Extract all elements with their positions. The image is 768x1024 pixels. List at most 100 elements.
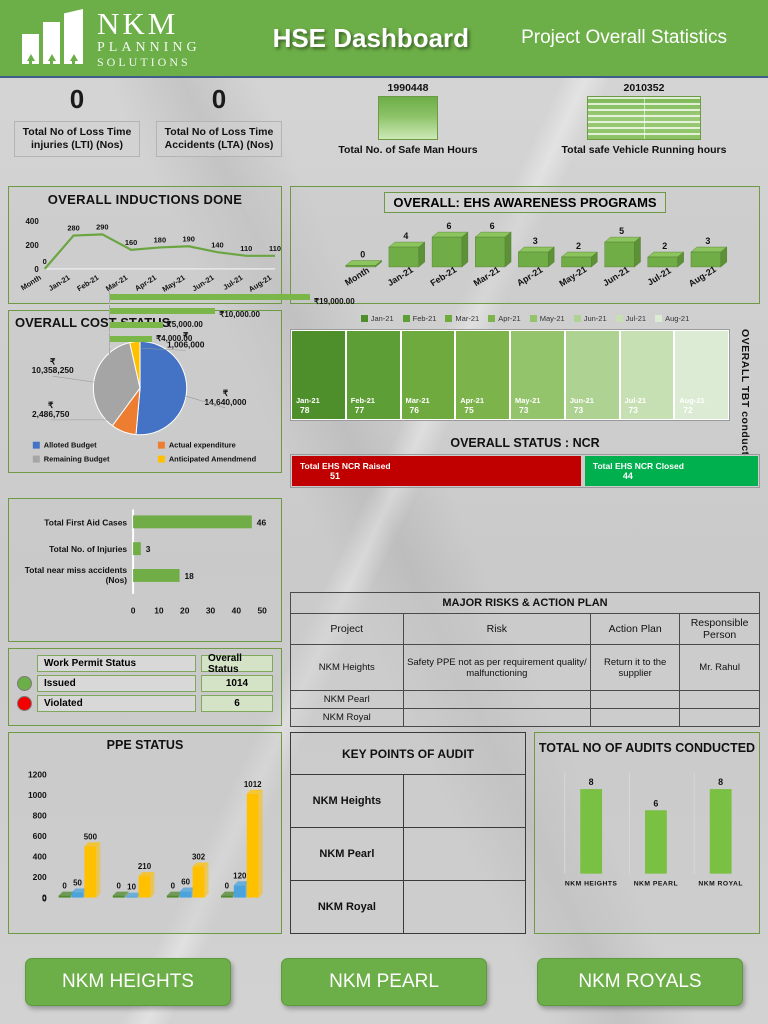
- svg-text:Apr-21: Apr-21: [133, 273, 158, 293]
- svg-text:0: 0: [42, 894, 47, 904]
- svg-text:Total near miss accidents: Total near miss accidents: [25, 565, 128, 575]
- tbt-bar-apr-21: Apr-21 75: [456, 331, 509, 419]
- svg-text:8: 8: [589, 777, 594, 787]
- tbt-legend: Jan-21 Feb-21 Mar-21 Apr-21 May-21 Jun-21 Jul-…: [290, 310, 760, 323]
- ncr-raised-label: Total EHS NCR Raised: [300, 461, 391, 471]
- svg-text:1200: 1200: [28, 769, 47, 779]
- kpi-lti-value: 0: [69, 84, 85, 114]
- svg-text:3: 3: [533, 236, 538, 246]
- tbt-bar-mar-21: Mar-21 76: [401, 331, 455, 419]
- svg-text:210: 210: [138, 862, 152, 871]
- safe-vehicle-hours-gauge-icon: [587, 96, 701, 140]
- work-permit-violated-value: 6: [201, 695, 273, 712]
- table-row: NKM Heights Safety PPE not as per requir…: [290, 644, 760, 691]
- tbt-bar-feb-21: Feb-21 77: [346, 331, 400, 419]
- svg-text:60: 60: [181, 877, 190, 886]
- chart-inductions-title: OVERALL INDUCTIONS DONE: [47, 192, 243, 207]
- kpi-lti: 0 Total No of Loss Time injuries (LTI) (…: [6, 82, 148, 184]
- svg-text:50: 50: [73, 879, 82, 888]
- svg-text:18: 18: [185, 571, 195, 581]
- svg-text:10: 10: [127, 883, 136, 892]
- chart-audits-canvas: 8 NKM HEIGHTS 6 NKM PEARL 8 NKM ROYAL: [564, 772, 742, 888]
- svg-text:190: 190: [182, 234, 194, 243]
- risk-row0-person: Mr. Rahul: [679, 644, 760, 691]
- svg-text:1000: 1000: [28, 790, 47, 800]
- ncr-closed-label: Total EHS NCR Closed: [592, 461, 684, 471]
- ncr-raised-box: Total EHS NCR Raised 51: [292, 456, 581, 486]
- penalty-value: ₹5,000.00: [166, 320, 203, 329]
- svg-text:0: 0: [62, 882, 67, 891]
- risks-col-risk: Risk: [402, 613, 592, 645]
- risk-row0-project: NKM Heights: [290, 644, 404, 691]
- svg-text:2,486,750: 2,486,750: [32, 409, 70, 419]
- app-header: NKM PLANNING SOLUTIONS HSE Dashboard Pro…: [0, 0, 768, 78]
- risk-row1-person: [679, 690, 760, 709]
- svg-text:50: 50: [257, 606, 267, 616]
- svg-text:500: 500: [84, 832, 98, 841]
- safe-man-hours-value: 1990448: [387, 82, 429, 94]
- svg-text:0: 0: [116, 882, 121, 891]
- tbt-bars: Jan-21 78 Feb-21 77 Mar-21 76 Apr-21 75 May-21 73…: [290, 329, 730, 421]
- risks-col-action: Action Plan: [590, 613, 681, 645]
- svg-text:0: 0: [43, 257, 47, 266]
- svg-text:Jul-21: Jul-21: [221, 273, 244, 292]
- svg-text:0: 0: [225, 882, 230, 891]
- button-nkm-pearl[interactable]: NKM PEARL: [281, 958, 487, 1006]
- safe-vehicle-hours-value: 2010352: [623, 82, 665, 94]
- logo-bars-icon: [22, 9, 83, 74]
- penalty-track: [109, 347, 315, 360]
- svg-text:Apr-21: Apr-21: [515, 265, 544, 289]
- penalty-bar: [110, 294, 310, 300]
- chart-overall-tbt: Jan-21 Feb-21 Mar-21 Apr-21 May-21 Jun-21 Jul-…: [290, 310, 760, 469]
- tbt-legend-item: Jul-21: [615, 314, 646, 323]
- button-nkm-heights[interactable]: NKM HEIGHTS: [25, 958, 231, 1006]
- table-row: NKM Royal: [290, 880, 527, 934]
- svg-text:Jun-21: Jun-21: [601, 264, 631, 288]
- ncr-status-section: OVERALL STATUS : NCR Total EHS NCR Raise…: [290, 436, 760, 494]
- page-title: HSE Dashboard: [272, 22, 470, 53]
- company-logo: NKM PLANNING SOLUTIONS: [0, 8, 201, 74]
- svg-text:600: 600: [33, 831, 47, 841]
- svg-text:Feb-21: Feb-21: [429, 264, 459, 288]
- svg-text:Remaining Budget: Remaining Budget: [44, 455, 110, 464]
- safe-man-hours-label: Total No. of Safe Man Hours: [338, 144, 478, 156]
- table-row: NKM Pearl: [290, 690, 760, 709]
- chart-incident-canvas: 46 Total First Aid Cases 3 Total No. of Inj…: [25, 509, 267, 616]
- svg-text:0: 0: [34, 265, 39, 274]
- svg-text:20: 20: [180, 606, 190, 616]
- svg-text:4: 4: [403, 231, 408, 241]
- button-nkm-royals[interactable]: NKM ROYALS: [537, 958, 743, 1006]
- work-permit-row-violated[interactable]: Violated 6: [17, 695, 273, 712]
- svg-text:180: 180: [154, 235, 166, 244]
- logo-text-solutions: SOLUTIONS: [97, 55, 191, 69]
- tbt-bar-jul-21: Jul-21 73: [620, 331, 674, 419]
- svg-text:290: 290: [96, 222, 108, 231]
- svg-text:May-21: May-21: [557, 264, 588, 289]
- svg-text:3: 3: [146, 544, 151, 554]
- svg-text:10: 10: [154, 606, 164, 616]
- audit-row-pearl-value: [402, 827, 527, 881]
- svg-text:Mar-21: Mar-21: [472, 264, 502, 288]
- svg-text:₹: ₹: [183, 330, 188, 340]
- svg-text:0: 0: [360, 249, 365, 259]
- kpi-lta-value: 0: [211, 84, 227, 114]
- svg-text:6: 6: [490, 221, 495, 231]
- svg-text:6: 6: [446, 221, 451, 231]
- work-permit-row-issued[interactable]: Issued 1014: [17, 675, 273, 692]
- svg-text:Aug-21: Aug-21: [687, 264, 718, 289]
- kpi-strip: 0 Total No of Loss Time injuries (LTI) (…: [0, 78, 768, 184]
- risk-row2-project: NKM Royal: [290, 708, 404, 727]
- work-permit-issued-label: Issued: [37, 675, 196, 692]
- tbt-side-label: OVERALL TBT conducted: [739, 329, 751, 469]
- chart-ehs-title: OVERALL: EHS AWARENESS PROGRAMS: [384, 192, 666, 213]
- svg-text:140: 140: [211, 240, 223, 249]
- svg-text:Month: Month: [19, 273, 43, 293]
- audit-caption: KEY POINTS OF AUDIT: [290, 732, 526, 775]
- penalty-bar: [110, 308, 216, 314]
- tbt-legend-item: Feb-21: [402, 314, 436, 323]
- kpi-safe-man-hours: 1990448 Total No. of Safe Man Hours: [313, 82, 503, 184]
- table-row: NKM Royal: [290, 708, 760, 727]
- svg-text:302: 302: [192, 853, 206, 862]
- svg-text:Total First Aid Cases: Total First Aid Cases: [44, 517, 127, 527]
- audit-row-royal-value: [402, 880, 527, 934]
